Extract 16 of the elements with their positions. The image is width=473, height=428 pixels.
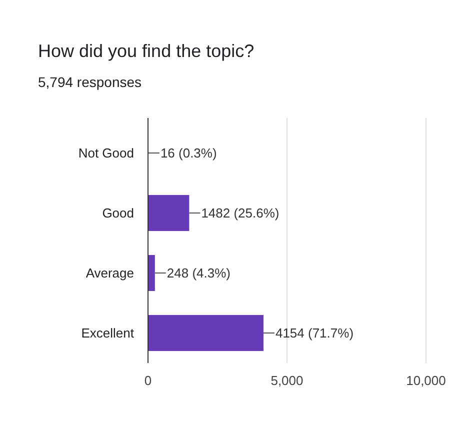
data-label: 248 (4.3%) [166, 266, 230, 281]
data-label: 4154 (71.7%) [275, 326, 354, 341]
data-label: 1482 (25.6%) [201, 206, 280, 221]
y-tick-label: Good [102, 206, 134, 221]
y-tick-label: Not Good [78, 146, 134, 161]
chart-title: How did you find the topic? [38, 41, 254, 61]
bar [148, 255, 155, 291]
y-tick-label: Average [86, 266, 134, 281]
x-tick-label: 0 [144, 373, 152, 388]
bar [148, 195, 190, 231]
data-label: 16 (0.3%) [160, 146, 217, 161]
x-tick-label: 5,000 [270, 373, 304, 388]
y-tick-label: Excellent [81, 326, 134, 341]
x-tick-label: 10,000 [406, 373, 446, 388]
chart-subtitle: 5,794 responses [38, 74, 142, 90]
bar [148, 315, 264, 351]
